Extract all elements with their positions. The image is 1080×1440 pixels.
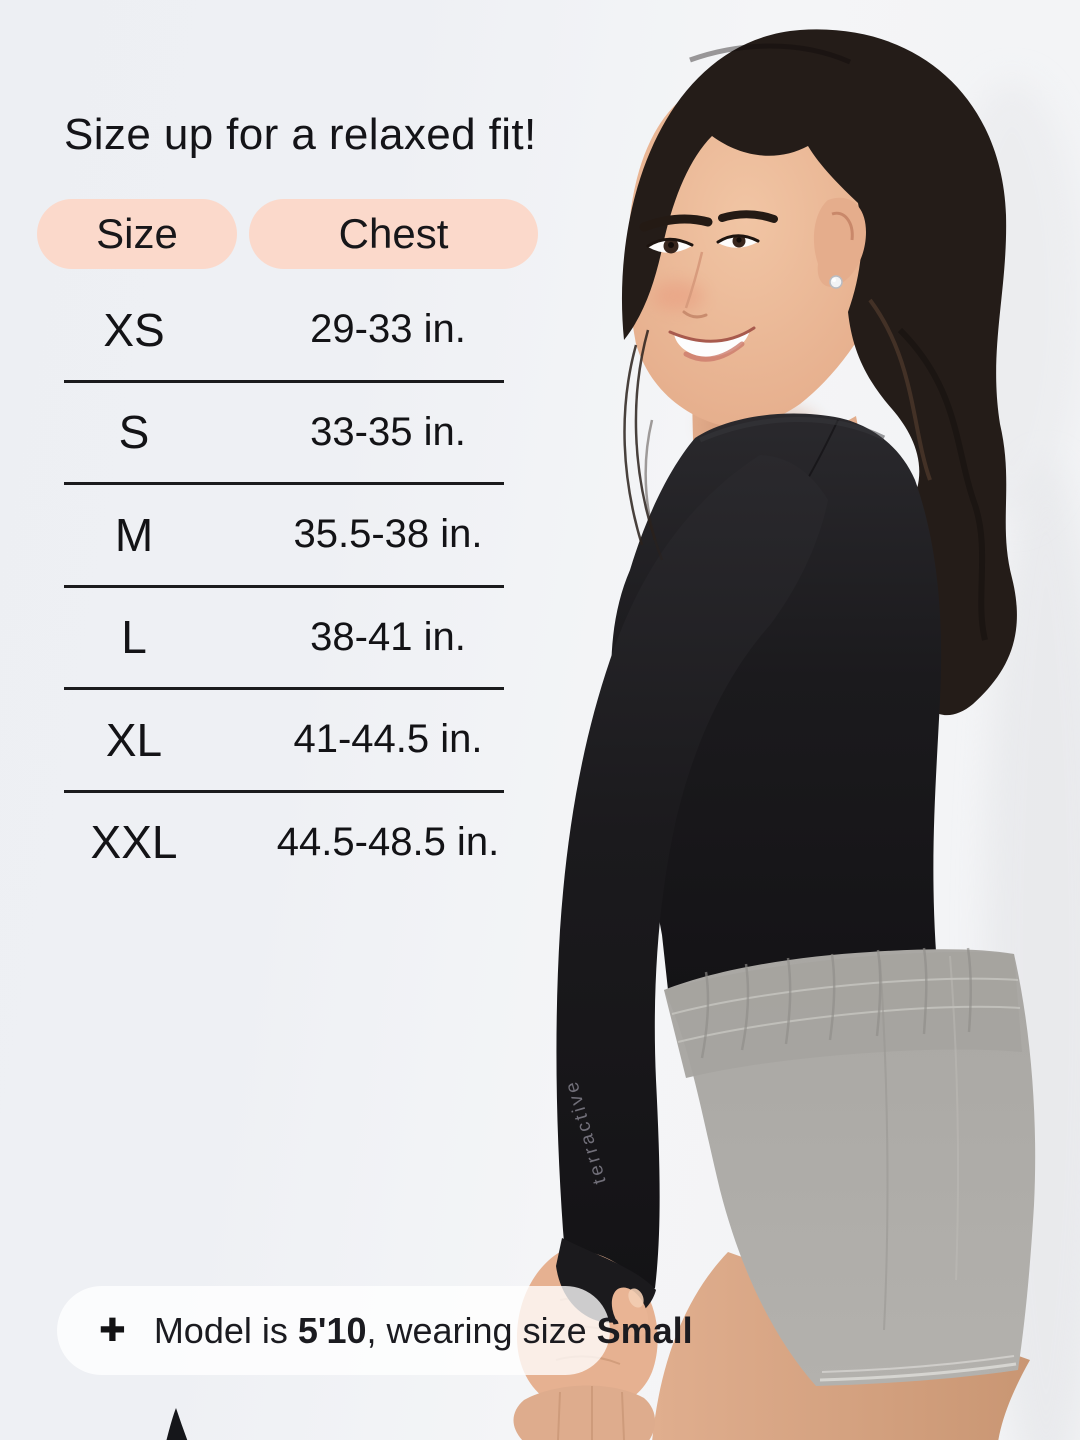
eyebrow-left [639,214,713,232]
chest-column-pill: Chest [249,199,538,269]
model-info-pill: ✚ Model is 5'10, wearing size Small [57,1286,693,1375]
size-cell: XS [103,303,165,356]
plus-icon: ✚ [99,1311,126,1348]
size-cell: M [114,508,154,561]
table-row: XS 29-33 in. [64,280,504,383]
chest-cell: 41-44.5 in. [293,717,483,762]
chest-cell: 29-33 in. [310,307,466,352]
page-title: Size up for a relaxed fit! [64,110,537,159]
earring-stud [829,275,843,289]
size-cell: XXL [90,816,178,869]
model-info-prefix: Model is [153,1309,298,1351]
chest-cell: 38-41 in. [310,614,466,659]
model-info-middle: , wearing size [366,1309,597,1351]
size-cell: S [118,406,150,459]
facial-features [639,210,778,362]
sleeve-arm: terractive [556,455,828,1293]
model-info-text: Model is 5'10, wearing size Small [154,1310,693,1352]
chest-column-label: Chest [338,210,449,257]
model-height: 5'10 [297,1309,367,1351]
size-chart-table: XS 29-33 in. S 33-35 in. M 35.5-38 in. L… [64,280,504,892]
size-cell: L [121,611,147,664]
nose [684,251,704,309]
hem-stitching [819,1362,1017,1382]
size-column-label: Size [96,210,178,257]
chest-cell: 35.5-38 in. [293,512,483,557]
chest-cell: 33-35 in. [310,409,466,454]
grey-shorts [664,947,1036,1386]
table-row: M 35.5-38 in. [64,485,504,588]
table-row: XL 41-44.5 in. [64,690,504,793]
size-column-pill: Size [37,199,237,269]
ear [813,197,866,289]
hair-wisps [623,329,664,561]
chest-cell: 44.5-48.5 in. [276,819,500,864]
table-row: L 38-41 in. [64,588,504,690]
table-row: S 33-35 in. [64,383,504,485]
plant-tip [166,1408,188,1440]
model-wearing-size: Small [596,1309,693,1351]
waistband-gathers [700,947,972,1059]
table-row: XXL 44.5-48.5 in. [64,793,504,893]
size-cell: XL [105,713,163,766]
eyebrow-right [718,210,778,223]
